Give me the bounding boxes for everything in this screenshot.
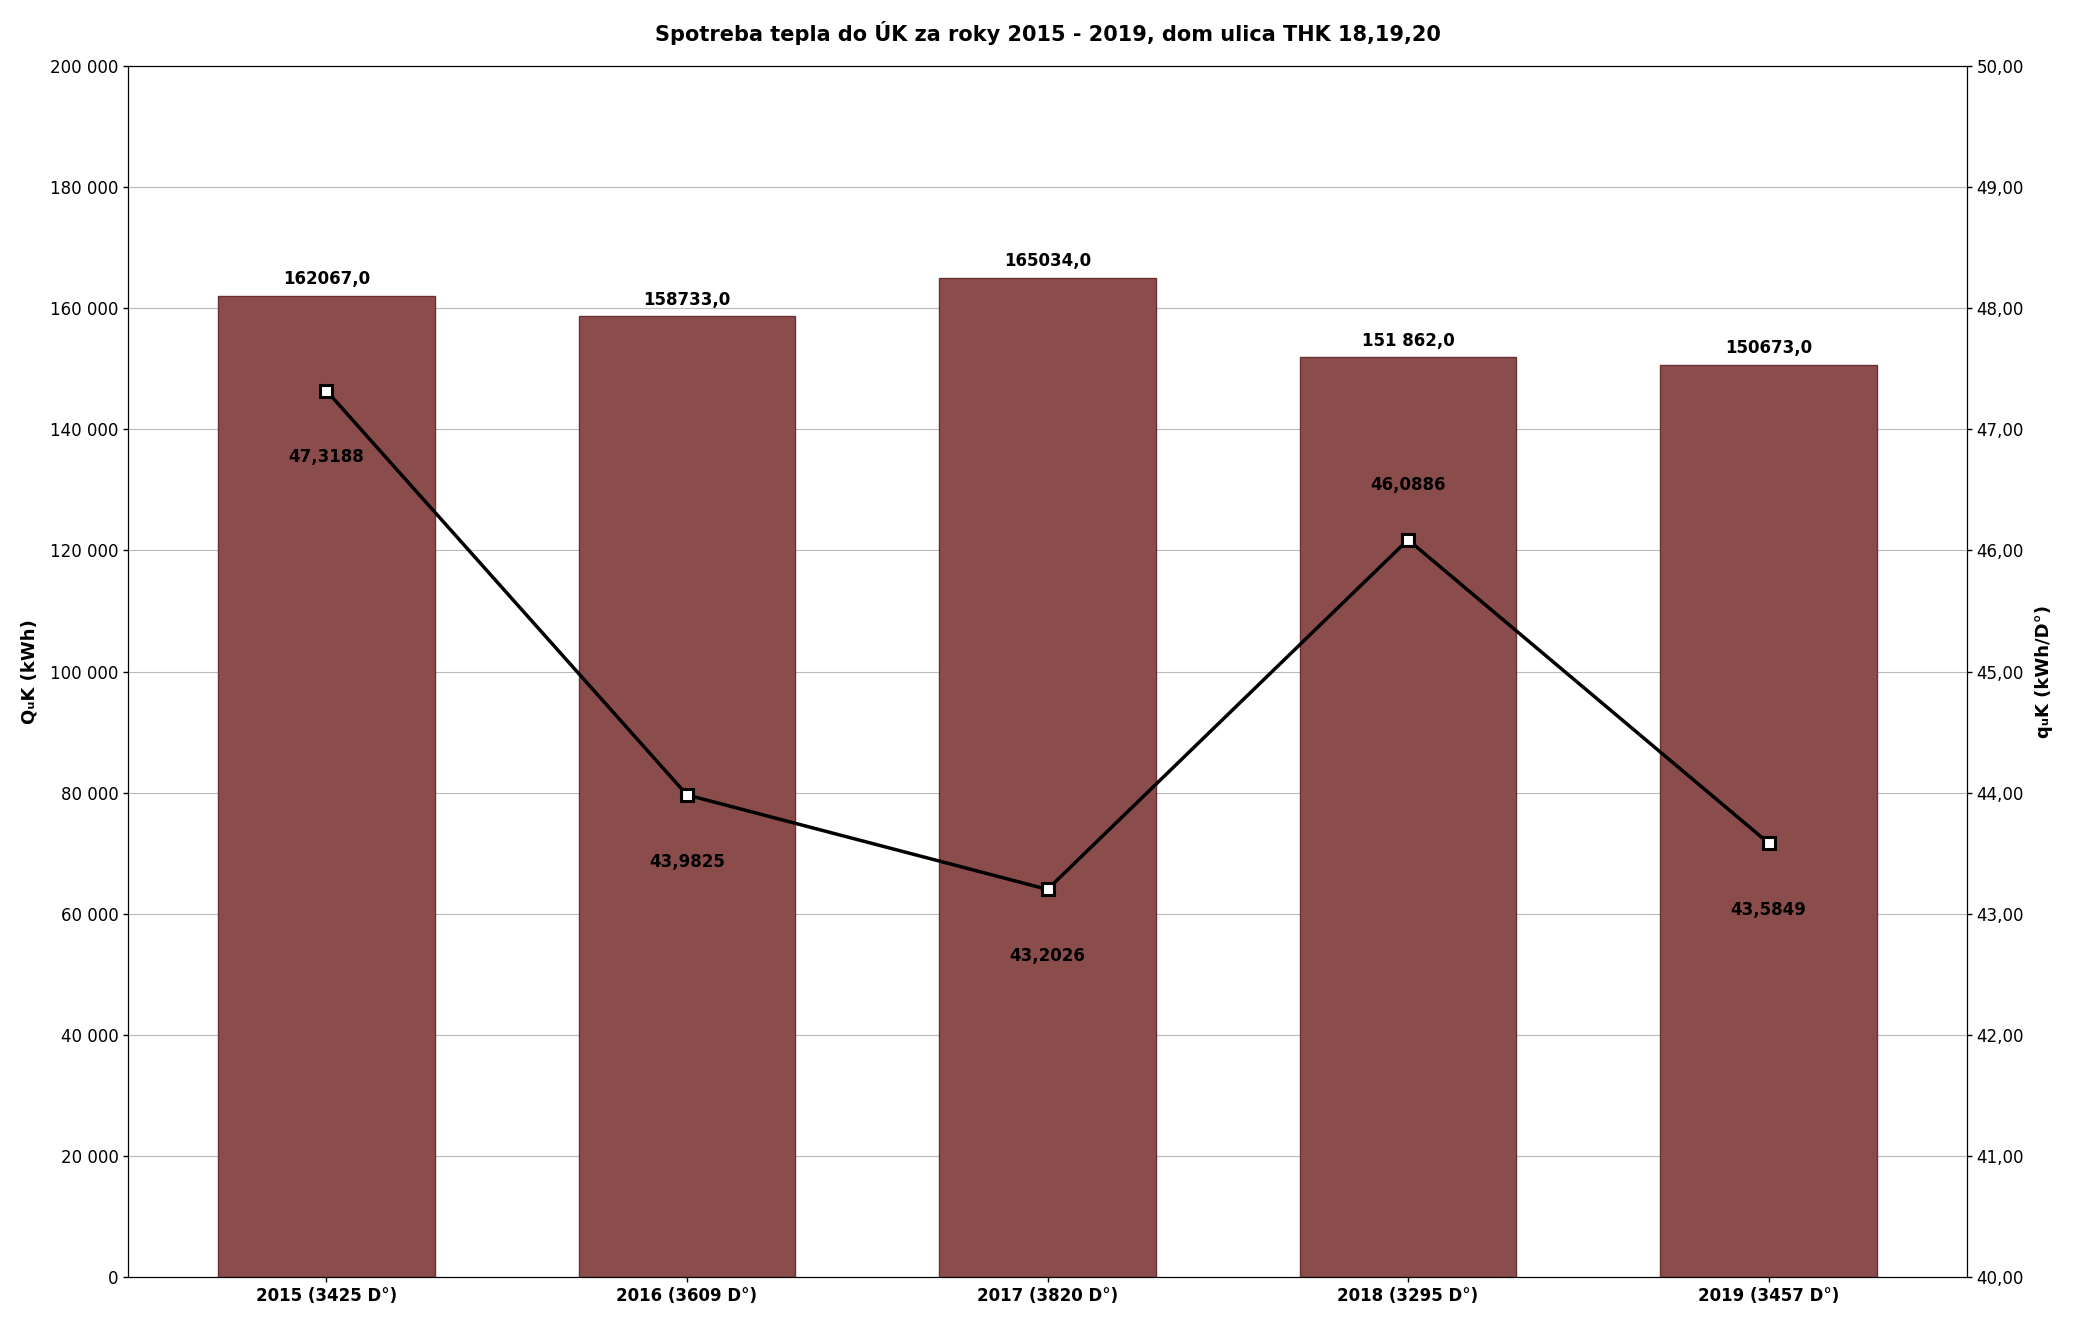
Y-axis label: qᵤK (kWh/D°): qᵤK (kWh/D°) xyxy=(2035,605,2053,739)
Text: 150673,0: 150673,0 xyxy=(1726,339,1813,358)
Text: 43,9825: 43,9825 xyxy=(649,853,726,871)
Bar xyxy=(579,316,794,1277)
Text: 158733,0: 158733,0 xyxy=(643,290,730,309)
Text: 46,0886: 46,0886 xyxy=(1371,476,1446,495)
Bar xyxy=(1300,358,1516,1277)
Bar xyxy=(218,296,436,1277)
Text: 47,3188: 47,3188 xyxy=(288,448,365,467)
Bar xyxy=(1661,365,1877,1277)
Title: Spotreba tepla do ÚK za roky 2015 - 2019, dom ulica THK 18,19,20: Spotreba tepla do ÚK za roky 2015 - 2019… xyxy=(655,21,1441,45)
Y-axis label: QᵤK (kWh): QᵤK (kWh) xyxy=(21,619,39,724)
Bar xyxy=(940,277,1155,1277)
Text: 162067,0: 162067,0 xyxy=(282,271,369,288)
Text: 151 862,0: 151 862,0 xyxy=(1363,333,1454,350)
Text: 43,2026: 43,2026 xyxy=(1010,947,1085,965)
Text: 43,5849: 43,5849 xyxy=(1730,900,1806,919)
Text: 165034,0: 165034,0 xyxy=(1004,252,1091,271)
